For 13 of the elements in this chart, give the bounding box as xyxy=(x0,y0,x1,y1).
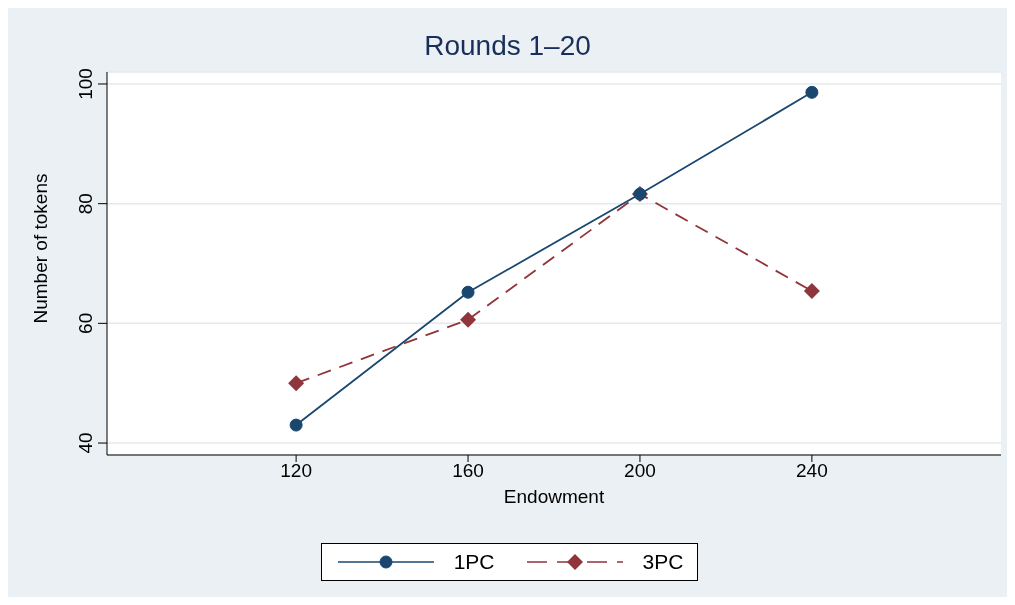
y-axis-title: Number of tokens xyxy=(29,173,51,324)
legend-label: 3PC xyxy=(642,550,684,574)
x-tick-label: 120 xyxy=(280,460,312,482)
y-tick-label: 40 xyxy=(75,432,96,454)
x-tick-label: 160 xyxy=(452,460,484,482)
chart-title: Rounds 1–20 xyxy=(423,29,592,63)
y-tick-label: 100 xyxy=(75,68,96,100)
legend-label: 1PC xyxy=(453,550,495,574)
x-tick-label: 240 xyxy=(796,460,828,482)
x-tick-label: 200 xyxy=(624,460,656,482)
y-tick-label: 80 xyxy=(75,193,96,215)
y-tick-label: 60 xyxy=(75,312,96,334)
x-axis-title: Endowment xyxy=(503,486,605,507)
